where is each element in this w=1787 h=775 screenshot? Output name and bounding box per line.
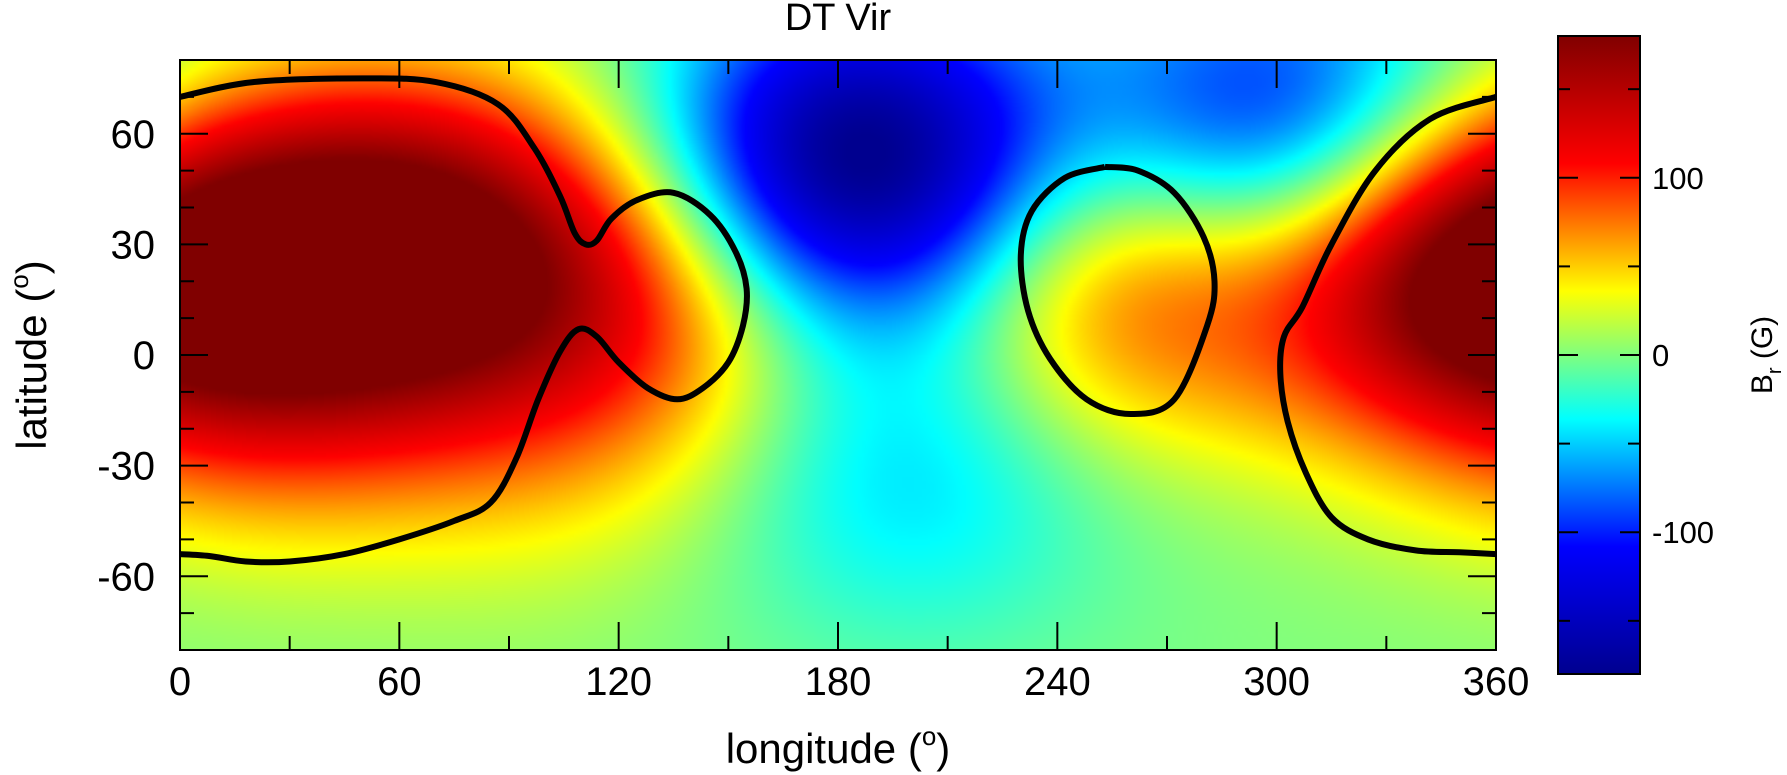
contour-west-positive-region xyxy=(180,75,750,566)
y-axis-label: latitude (o) xyxy=(4,260,55,450)
x-tick-label: 300 xyxy=(1243,660,1310,704)
x-tick-label: 120 xyxy=(585,660,652,704)
colorbar-ticks: 100 0 -100 xyxy=(1558,88,1714,622)
y-tick-label: 60 xyxy=(111,113,156,157)
zero-contours xyxy=(180,75,1496,566)
colorbar-label-sub: r xyxy=(1764,367,1786,374)
contour-east-positive-region xyxy=(1277,94,1496,558)
x-axis-label: longitude (o) xyxy=(726,721,951,772)
colorbar-label: Br (G) xyxy=(1746,316,1786,394)
y-tick-label: -60 xyxy=(97,555,155,599)
y-tick-label: 30 xyxy=(111,223,156,267)
x-tick-label: 0 xyxy=(169,660,191,704)
y-axis-label-unit: o xyxy=(4,274,34,288)
chart-title: DT Vir xyxy=(785,0,892,39)
colorbar-tick-label: -100 xyxy=(1652,515,1714,550)
y-tick-label: -30 xyxy=(97,445,155,489)
colorbar-tick-label: 100 xyxy=(1652,161,1704,196)
y-tick-label: 0 xyxy=(133,334,155,378)
x-tick-label: 360 xyxy=(1463,660,1530,704)
x-tick-label: 240 xyxy=(1024,660,1091,704)
heatmap-image xyxy=(180,60,1496,650)
contour-central-positive-region xyxy=(1017,163,1218,417)
plot-area xyxy=(180,60,1496,650)
x-tick-label: 60 xyxy=(377,660,422,704)
colorbar: 100 0 -100 Br (G) xyxy=(1557,35,1786,675)
x-tick-label: 180 xyxy=(805,660,872,704)
colorbar-tick-label: 0 xyxy=(1652,338,1669,373)
x-axis-label-unit: o xyxy=(922,721,936,751)
